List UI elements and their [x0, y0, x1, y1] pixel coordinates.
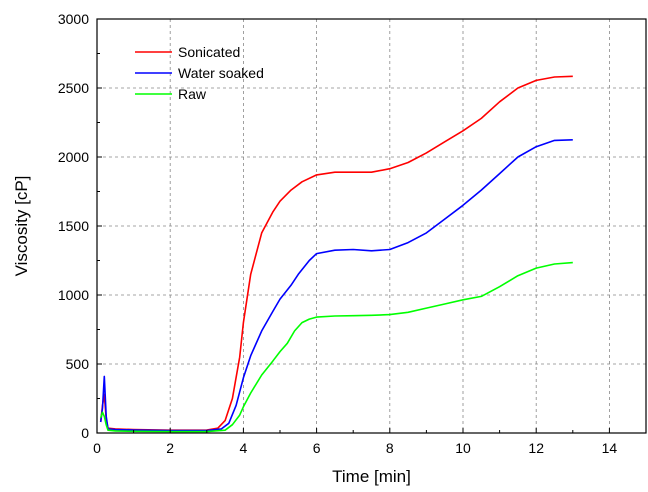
legend-label: Water soaked [178, 65, 264, 81]
y-tick-label: 3000 [58, 11, 89, 27]
x-tick-label: 14 [602, 440, 618, 456]
x-tick-label: 0 [93, 440, 101, 456]
y-tick-label: 1000 [58, 287, 89, 303]
legend: Sonicated Water soaked Raw [135, 44, 264, 102]
y-tick-label: 2500 [58, 80, 89, 96]
legend-label: Sonicated [178, 44, 240, 60]
x-tick-label: 4 [240, 440, 248, 456]
y-tick-label: 500 [66, 356, 90, 372]
series-line-water-soaked [99, 139, 573, 432]
legend-label: Raw [178, 86, 207, 102]
axis-ticks: 0 2 4 6 8 10 12 14 0 500 1000 1500 2000 2500 3000 [58, 11, 618, 456]
y-tick-label: 1500 [58, 218, 89, 234]
x-tick-label: 8 [386, 440, 394, 456]
x-tick-label: 6 [313, 440, 321, 456]
x-tick-label: 2 [166, 440, 174, 456]
x-axis-label: Time [min] [332, 467, 411, 486]
y-tick-label: 2000 [58, 149, 89, 165]
x-tick-label: 10 [455, 440, 471, 456]
series-line-raw [99, 261, 573, 433]
y-tick-label: 0 [81, 425, 89, 441]
grid-lines [97, 19, 646, 433]
series-lines [99, 75, 573, 433]
x-tick-label: 12 [528, 440, 544, 456]
y-axis-label: Viscosity [cP] [12, 176, 31, 277]
